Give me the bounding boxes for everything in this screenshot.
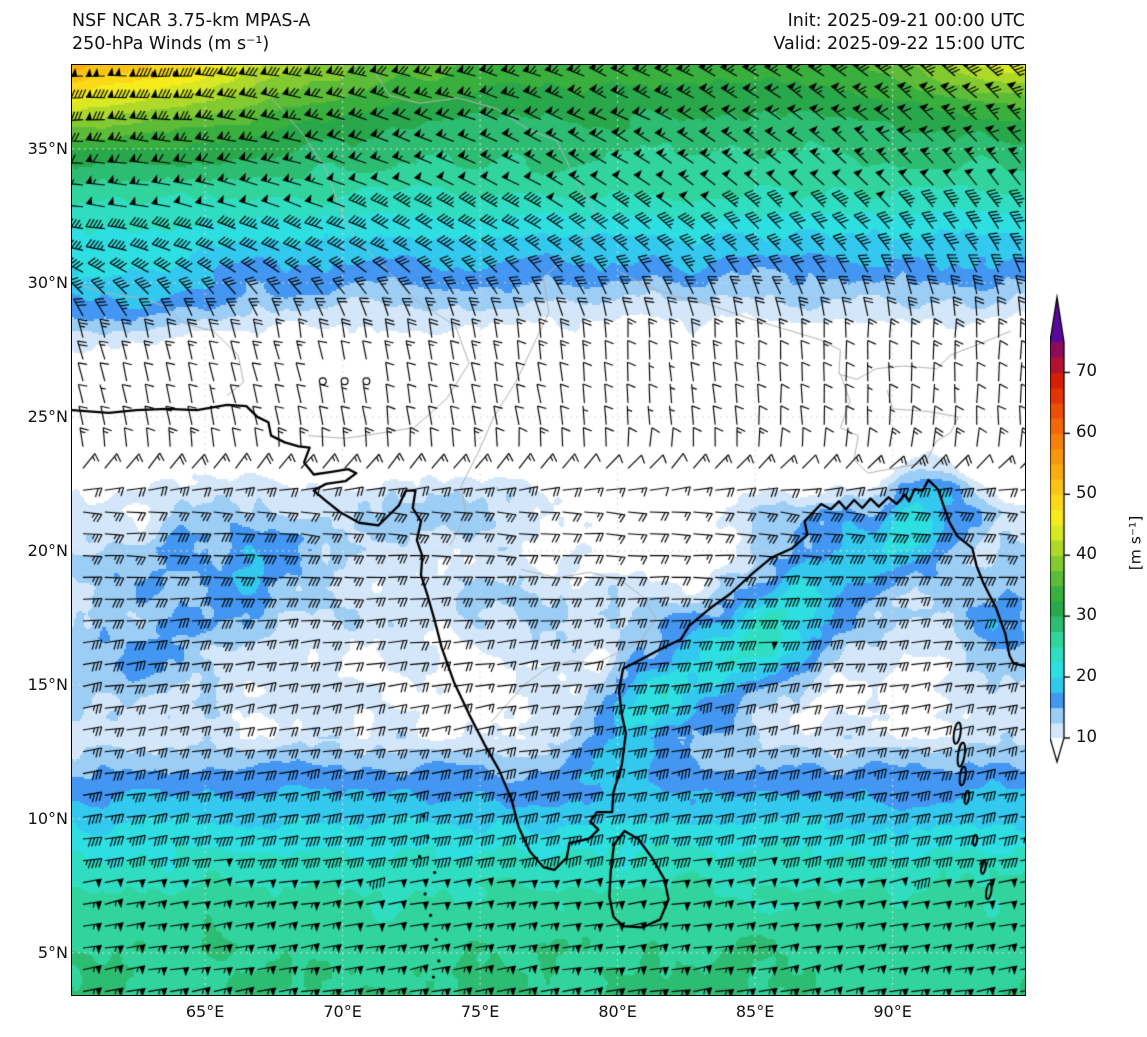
title-line-2: 250-hPa Winds (m s⁻¹) bbox=[72, 34, 270, 54]
colorbar-tick-label: 10 bbox=[1076, 727, 1097, 746]
colorbar-tick-label: 70 bbox=[1076, 361, 1097, 381]
init-timestamp: Init: 2025-09-21 00:00 UTC bbox=[787, 11, 1025, 31]
y-axis-tick-label: 30°N bbox=[27, 272, 68, 292]
valid-timestamp: Valid: 2025-09-22 15:00 UTC bbox=[773, 34, 1025, 54]
colorbar-tick-label: 60 bbox=[1076, 422, 1097, 442]
map-area: 35°N 30°N 25°N 20°N 15°N 10°N 5°N 65°E 70°E 75°E… bbox=[28, 64, 1026, 1021]
y-axis-tick-label: 20°N bbox=[27, 540, 68, 560]
x-axis-tick-label: 75°E bbox=[460, 1002, 500, 1021]
y-axis-tick-label: 5°N bbox=[37, 942, 68, 962]
title-line-1: NSF NCAR 3.75-km MPAS-A bbox=[72, 11, 311, 31]
colorbar: 10 20 30 40 50 60 70 [m s⁻¹] bbox=[1050, 294, 1147, 774]
y-axis-tick-label: 15°N bbox=[27, 674, 68, 694]
x-axis-tick-label: 65°E bbox=[185, 1002, 225, 1021]
x-axis-tick-label: 80°E bbox=[598, 1002, 637, 1021]
y-axis-tick-label: 35°N bbox=[27, 138, 68, 158]
plot-title: NSF NCAR 3.75-km MPAS-A 250-hPa Winds (m … bbox=[72, 10, 310, 56]
x-axis-tick-label: 70°E bbox=[323, 1002, 362, 1021]
colorbar-canvas bbox=[1050, 294, 1074, 774]
x-axis-tick-label: 85°E bbox=[735, 1002, 775, 1021]
run-timestamps: Init: 2025-09-21 00:00 UTC Valid: 2025-09… bbox=[773, 10, 1025, 56]
colorbar-tick-label: 20 bbox=[1076, 666, 1097, 686]
x-axis-tick-label: 90°E bbox=[873, 1002, 912, 1021]
wind-map-canvas bbox=[71, 64, 1026, 996]
colorbar-tick-label: 30 bbox=[1076, 605, 1097, 625]
y-axis-tick-label: 25°N bbox=[27, 406, 68, 426]
colorbar-tick-label: 40 bbox=[1076, 544, 1097, 564]
colorbar-unit-label: [m s⁻¹] bbox=[1126, 515, 1145, 571]
colorbar-tick-label: 50 bbox=[1076, 483, 1097, 503]
y-axis-tick-label: 10°N bbox=[27, 808, 68, 828]
